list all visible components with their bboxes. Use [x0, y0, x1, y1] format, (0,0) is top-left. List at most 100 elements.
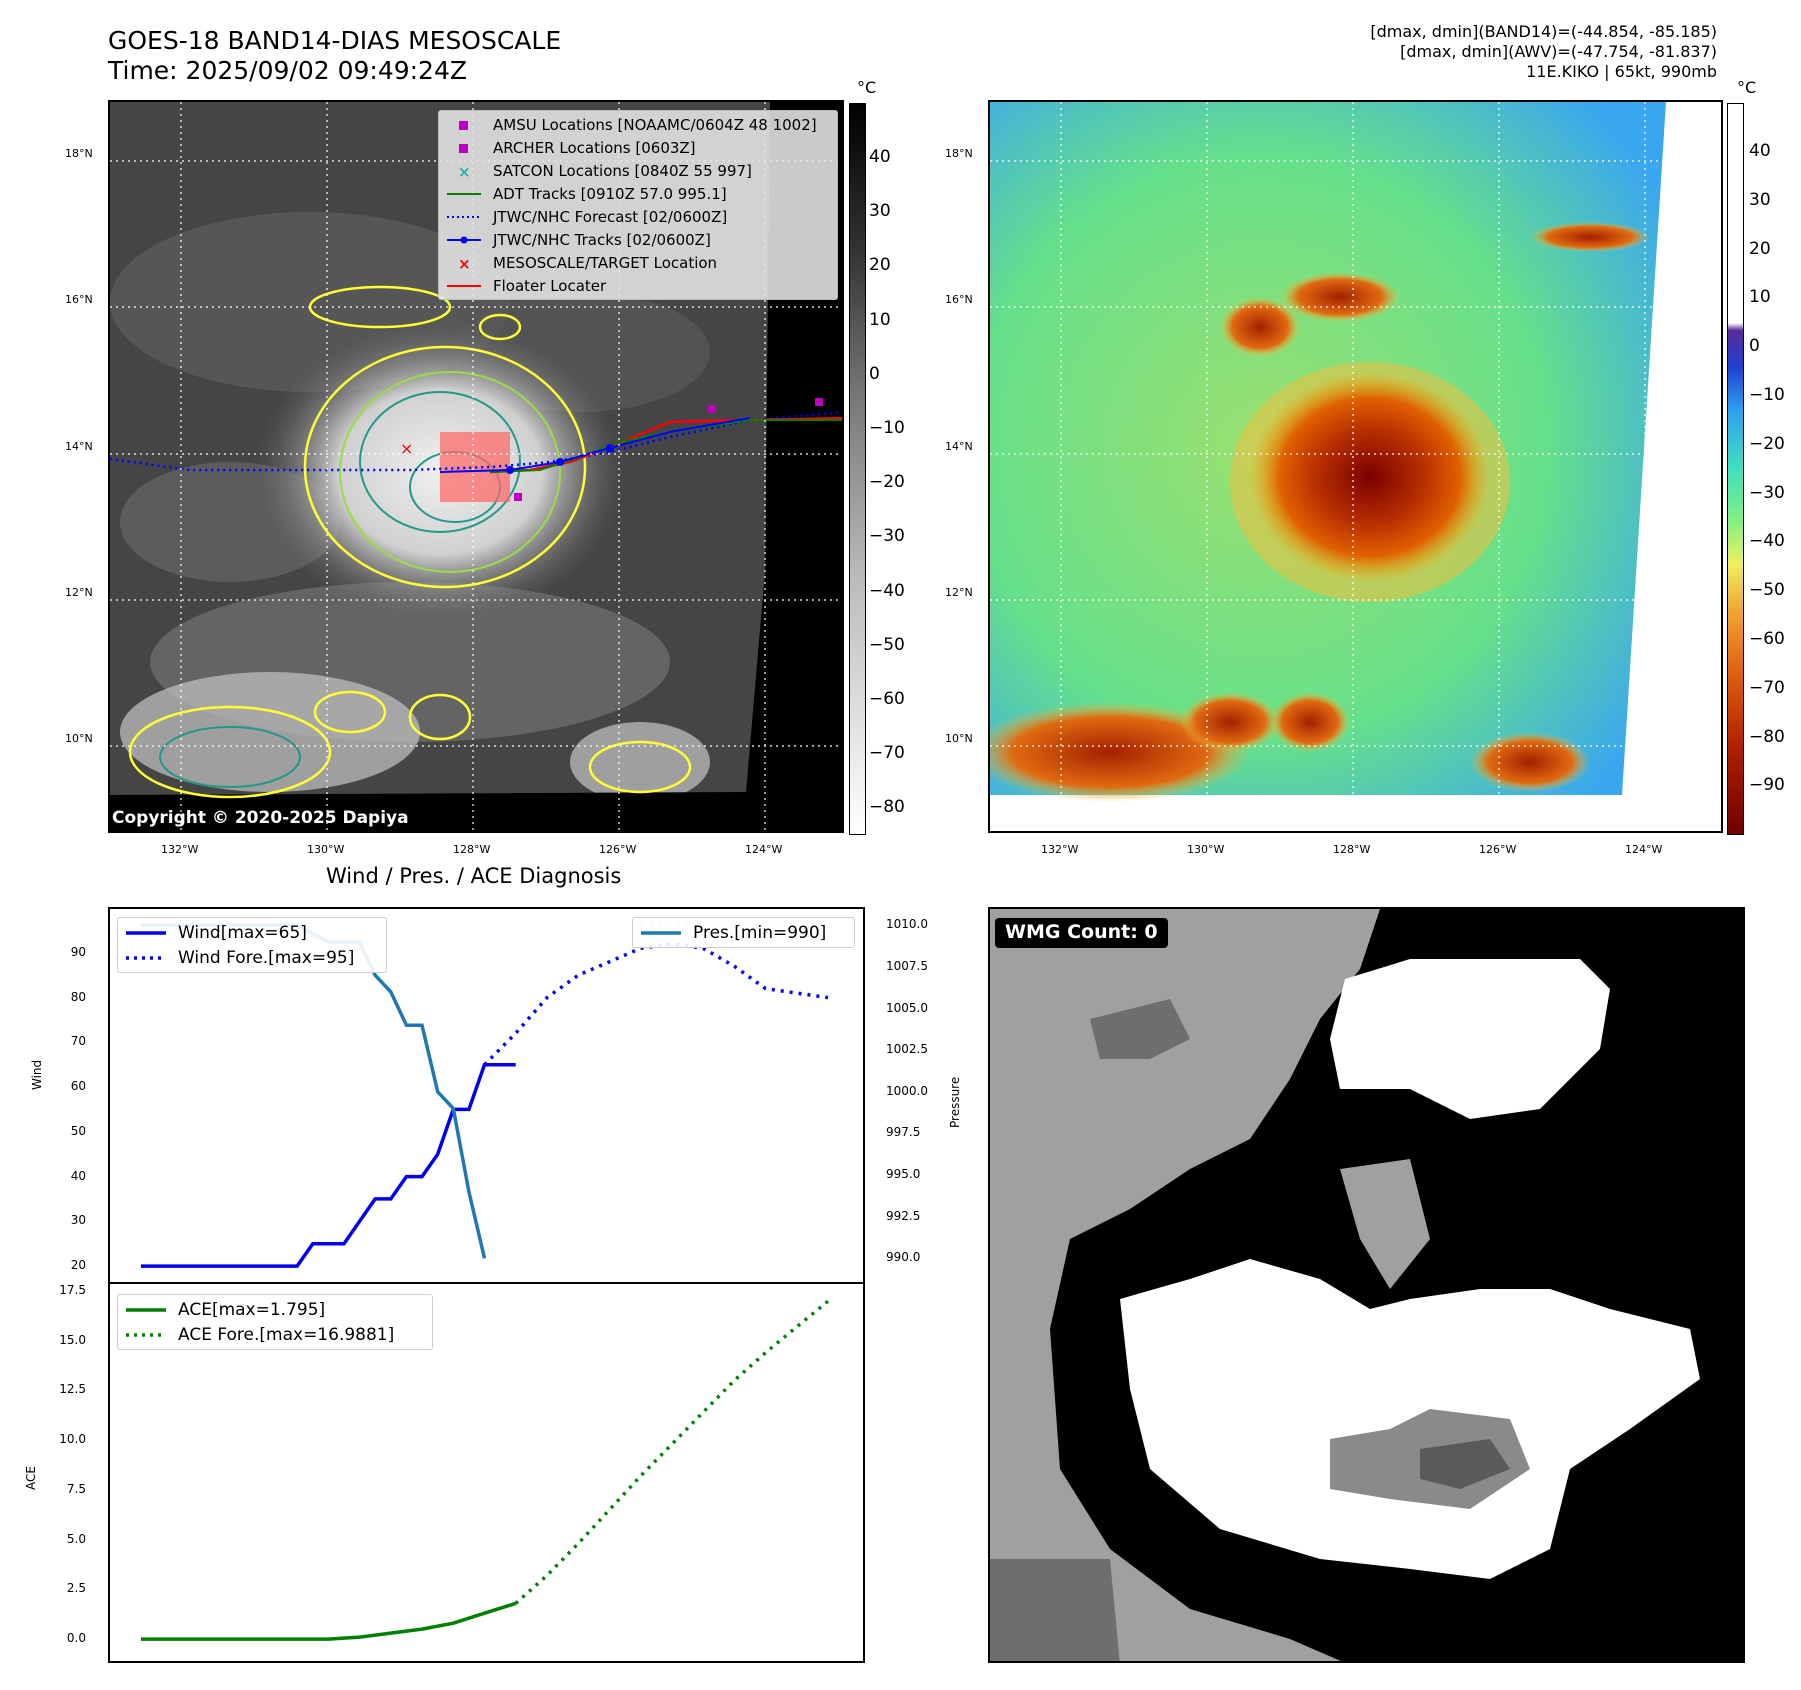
map-legend-item: ARCHER Locations [0603Z]: [439, 136, 837, 159]
wmg-imagery: [990, 909, 1743, 1661]
lat-label: 10°N: [65, 732, 93, 745]
ace-tick-label: 5.0: [66, 1531, 86, 1546]
colorbar-tick: 30: [1749, 189, 1771, 210]
colorbar-tick: −20: [1749, 433, 1785, 454]
wind-tick-label: 90: [70, 944, 86, 959]
ace-legend: ACE[max=1.795] ACE Fore.[max=16.9881]: [117, 1294, 433, 1350]
colorbar-tick: −60: [869, 689, 905, 709]
colorbar-tick: −70: [1749, 677, 1785, 698]
map-legend-label: MESOSCALE/TARGET Location: [493, 253, 718, 272]
figure-title: GOES-18 BAND14-DIAS MESOSCALE Time: 2025/…: [108, 26, 562, 85]
pressure-tick-label: 997.5: [886, 1125, 921, 1140]
colorbar-tick: 20: [869, 255, 891, 276]
colorbar-tick: −90: [1749, 775, 1785, 796]
map-legend-label: Floater Locater: [493, 276, 607, 295]
wind-tick-label: 30: [70, 1213, 86, 1228]
colorbar-tick: 10: [869, 309, 891, 330]
wind-legend: Wind[max=65] Wind Fore.[max=95]: [117, 917, 387, 973]
wind-tick-label: 60: [70, 1079, 86, 1094]
lon-label: 130°W: [307, 843, 345, 856]
wind-legend-label: Wind[max=65]: [178, 922, 307, 943]
ace-fore-legend-swatch: [126, 1332, 166, 1337]
wind-legend-swatch: [126, 930, 166, 935]
lon-label: 124°W: [1625, 843, 1663, 856]
pressure-series-line: [141, 923, 487, 1259]
colorbar-tick: 20: [1749, 238, 1771, 259]
pressure-axis-label: Pressure: [948, 1076, 962, 1128]
map-legend-label: SATCON Locations [0840Z 55 997]: [493, 161, 752, 180]
wind-series-line: [141, 1062, 516, 1268]
lat-label: 16°N: [65, 293, 93, 306]
map-legend-label: AMSU Locations [NOAAMC/0604Z 48 1002]: [493, 115, 817, 134]
wind-tick-label: 20: [70, 1258, 86, 1273]
map-legend: AMSU Locations [NOAAMC/0604Z 48 1002] ARC…: [438, 110, 838, 300]
lat-label: 12°N: [65, 586, 93, 599]
map-legend-symbol: [445, 118, 483, 132]
map-legend-symbol: [445, 141, 483, 155]
svg-text:×: ×: [400, 439, 413, 458]
lat-label: 14°N: [65, 440, 93, 453]
ir-colorbar: [849, 103, 866, 835]
lon-label: 128°W: [1333, 843, 1371, 856]
pressure-legend: Pres.[min=990]: [632, 917, 855, 948]
svg-text:×: ×: [458, 164, 471, 178]
map-legend-item: JTWC/NHC Forecast [02/0600Z]: [439, 205, 837, 228]
lon-label: 126°W: [599, 843, 637, 856]
lon-label: 132°W: [161, 843, 199, 856]
ace-fore-legend-label: ACE Fore.[max=16.9881]: [178, 1324, 395, 1345]
colorbar-tick: 0: [1749, 336, 1760, 357]
wind-forecast-line: [483, 942, 829, 1066]
lat-label: 12°N: [945, 586, 973, 599]
wind-fore-legend-swatch: [126, 955, 166, 960]
ace-tick-label: 17.5: [59, 1283, 86, 1297]
colorbar-tick: −30: [1749, 482, 1785, 503]
pres-legend-swatch: [641, 930, 681, 935]
colorbar-tick: −10: [869, 418, 905, 438]
chart-panel: [108, 907, 865, 1663]
ir-map-panel: × AMSU Locations [NOAAMC/0604Z 48 1002] A…: [108, 100, 844, 833]
colorbar-tick: 0: [869, 363, 880, 384]
ace-legend-label: ACE[max=1.795]: [178, 1299, 326, 1320]
map-legend-item: Floater Locater: [439, 274, 837, 297]
colorbar-tick: −70: [869, 743, 905, 764]
colorbar-tick: −60: [1749, 629, 1785, 649]
map-legend-item: × SATCON Locations [0840Z 55 997]: [439, 159, 837, 182]
lat-label: 18°N: [945, 147, 973, 160]
pressure-tick-label: 992.5: [886, 1208, 921, 1223]
colorbar-tick: −40: [869, 580, 905, 601]
map-legend-label: ADT Tracks [0910Z 57.0 995.1]: [493, 184, 727, 203]
colorbar-tick: −40: [1749, 531, 1785, 552]
wmg-panel: [988, 907, 1745, 1663]
colorbar-tick: −80: [869, 797, 905, 818]
colorbar-tick: 40: [1749, 141, 1771, 161]
wind-fore-legend-label: Wind Fore.[max=95]: [178, 947, 355, 968]
chart-plot-area: [108, 923, 865, 1641]
pressure-tick-label: 990.0: [886, 1250, 921, 1265]
colorbar-tick: −80: [1749, 726, 1785, 747]
wind-tick-label: 80: [70, 989, 86, 1004]
ace-tick-label: 12.5: [59, 1382, 86, 1397]
wmg-count-badge: WMG Count: 0: [995, 918, 1168, 948]
colorbar-tick: −10: [1749, 385, 1785, 405]
ace-tick-label: 7.5: [66, 1481, 86, 1496]
map-legend-label: JTWC/NHC Forecast [02/0600Z]: [493, 207, 728, 226]
colorbar-tick: 30: [869, 201, 891, 222]
ace-tick-label: 0.0: [66, 1631, 86, 1646]
pres-legend-label: Pres.[min=990]: [693, 922, 827, 943]
awv-map-panel: [988, 100, 1723, 833]
ace-tick-label: 10.0: [59, 1432, 86, 1447]
map-legend-symbol: [445, 279, 483, 293]
lat-label: 16°N: [945, 293, 973, 306]
awv-map-imagery: [990, 102, 1721, 831]
map-legend-item: AMSU Locations [NOAAMC/0604Z 48 1002]: [439, 113, 837, 136]
colorbar-tick: 10: [1749, 287, 1771, 308]
colorbar-tick: 40: [869, 147, 891, 167]
colorbar-tick: −50: [1749, 580, 1785, 601]
lon-label: 132°W: [1041, 843, 1079, 856]
pressure-tick-label: 1007.5: [886, 958, 928, 973]
colorbar-tick: −20: [869, 472, 905, 493]
pressure-tick-label: 1010.0: [886, 917, 928, 932]
lon-label: 126°W: [1479, 843, 1517, 856]
lon-label: 128°W: [453, 843, 491, 856]
map-legend-item: JTWC/NHC Tracks [02/0600Z]: [439, 228, 837, 251]
